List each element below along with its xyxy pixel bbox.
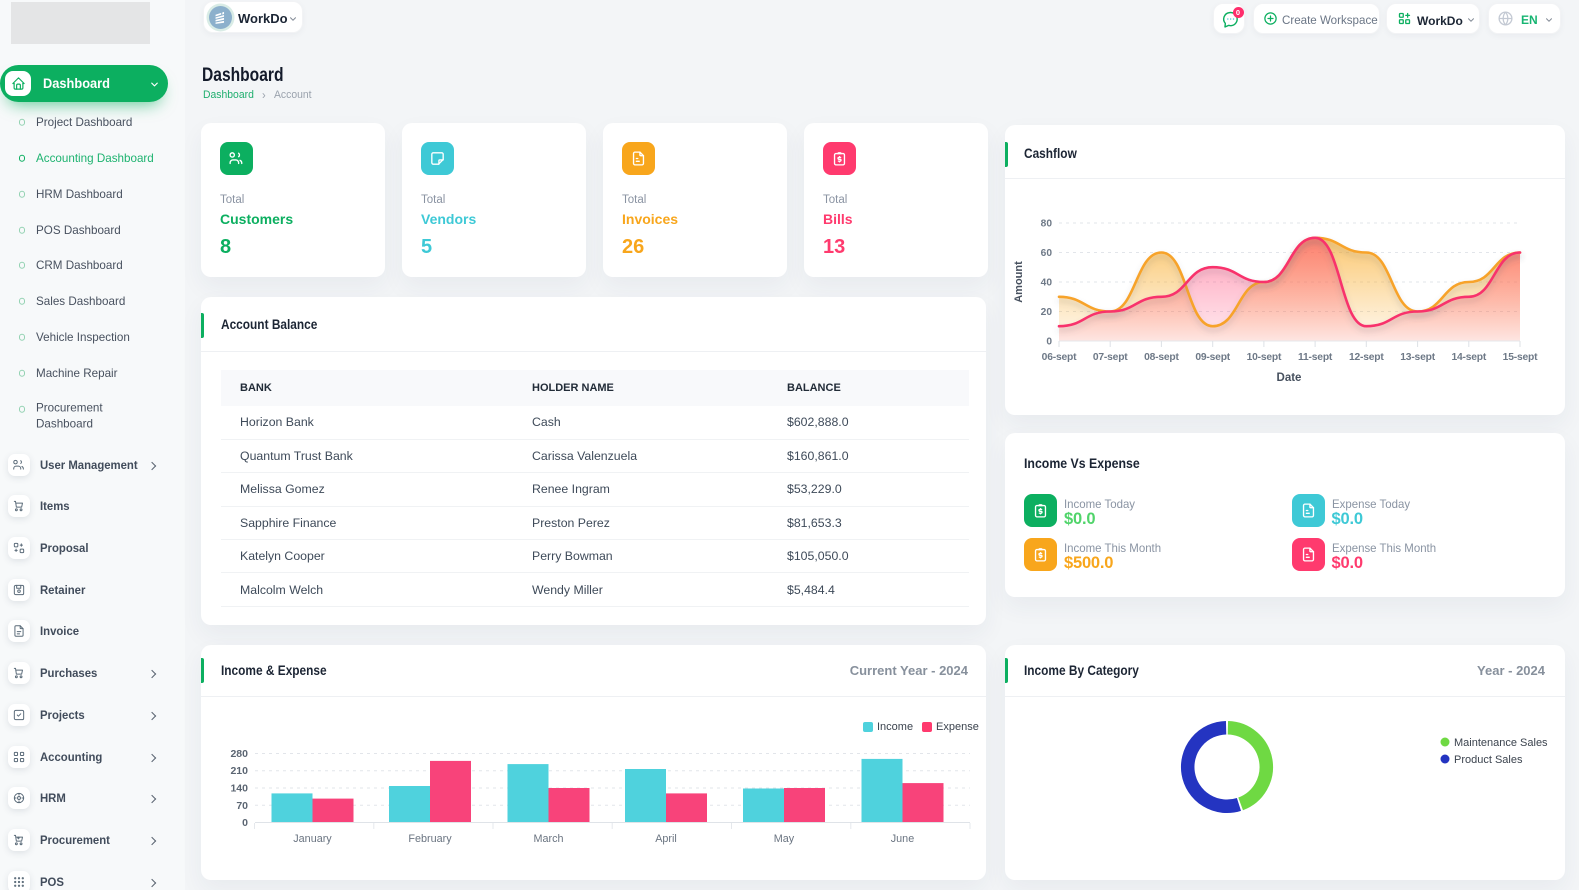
svg-text:20: 20: [1041, 307, 1053, 318]
svg-text:January: January: [293, 833, 332, 845]
svg-text:April: April: [655, 833, 677, 845]
svg-text:0: 0: [242, 817, 248, 829]
svg-text:Maintenance Sales: Maintenance Sales: [1454, 737, 1548, 749]
svg-text:Product Sales: Product Sales: [1454, 754, 1523, 766]
svg-text:210: 210: [230, 765, 248, 777]
svg-text:11-sept: 11-sept: [1298, 352, 1333, 363]
svg-text:0: 0: [1046, 337, 1052, 348]
svg-text:13-sept: 13-sept: [1400, 352, 1435, 363]
svg-text:06-sept: 06-sept: [1042, 352, 1077, 363]
svg-text:15-sept: 15-sept: [1503, 352, 1538, 363]
svg-text:40: 40: [1041, 278, 1053, 289]
svg-text:10-sept: 10-sept: [1247, 352, 1282, 363]
svg-text:140: 140: [230, 783, 248, 795]
svg-text:14-sept: 14-sept: [1451, 352, 1486, 363]
svg-text:12-sept: 12-sept: [1349, 352, 1384, 363]
svg-text:Amount: Amount: [1013, 261, 1025, 303]
svg-text:Date: Date: [1277, 372, 1302, 384]
svg-text:60: 60: [1041, 248, 1053, 259]
svg-text:09-sept: 09-sept: [1195, 352, 1230, 363]
svg-text:February: February: [408, 833, 452, 845]
svg-text:May: May: [774, 833, 795, 845]
svg-text:June: June: [891, 833, 914, 845]
svg-text:March: March: [534, 833, 564, 845]
svg-text:280: 280: [230, 748, 248, 760]
svg-text:08-sept: 08-sept: [1144, 352, 1179, 363]
svg-text:07-sept: 07-sept: [1093, 352, 1128, 363]
svg-text:80: 80: [1041, 219, 1053, 230]
svg-text:70: 70: [236, 800, 248, 812]
